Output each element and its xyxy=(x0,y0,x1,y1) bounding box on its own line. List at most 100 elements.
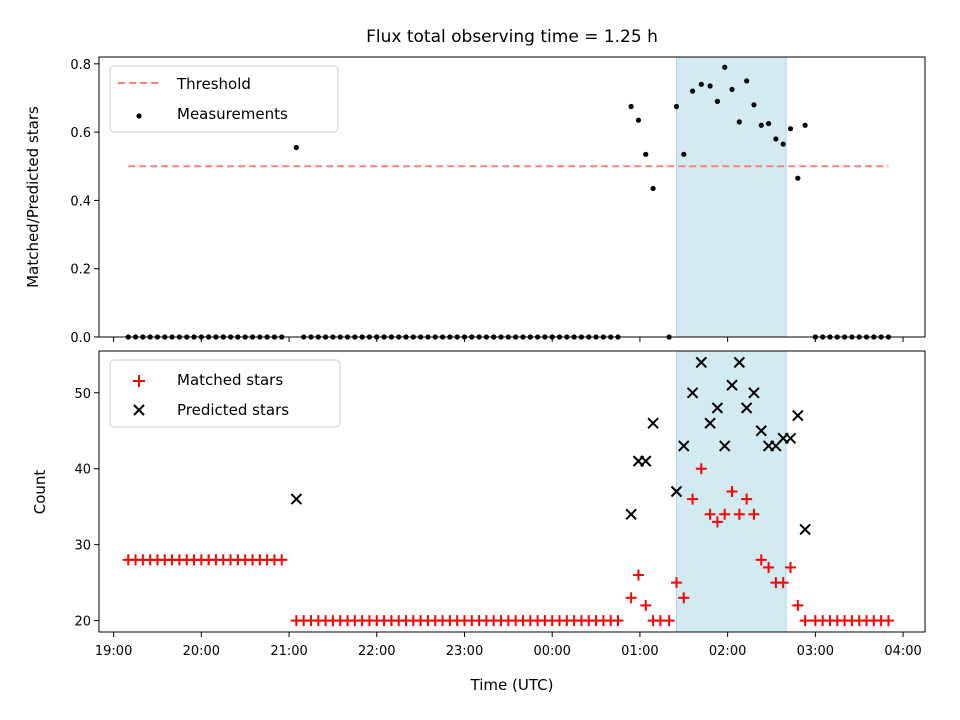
measurement-point xyxy=(765,120,772,127)
matched-star-marker xyxy=(704,508,716,520)
matched-star-marker xyxy=(785,561,797,573)
measurement-point xyxy=(780,141,786,147)
measurement-point xyxy=(673,103,680,110)
predicted-star-marker xyxy=(678,440,690,452)
top-panel: 0.00.20.40.60.8 Matched/Predicted stars … xyxy=(24,56,926,346)
predicted-star-marker xyxy=(784,432,797,445)
chart-title: Flux total observing time = 1.25 h xyxy=(366,27,658,47)
matched-star-marker xyxy=(711,516,723,528)
y-tick-label: 0.0 xyxy=(70,331,91,346)
y-tick-label: 0.8 xyxy=(70,58,91,73)
predicted-star-marker xyxy=(719,440,731,452)
matched-star-marker xyxy=(632,569,644,581)
bottom-x-ticks: 19:00 20:00 21:00 22:00 23:00 00:00 01:00 02:00… xyxy=(95,632,922,659)
top-series-layer xyxy=(125,64,892,340)
y-tick-label: 50 xyxy=(74,387,91,402)
matched-star-marker xyxy=(687,493,699,505)
predicted-star-marker xyxy=(748,387,760,399)
predicted-star-marker xyxy=(755,425,767,437)
top-legend-box xyxy=(109,65,339,133)
matched-star-marker xyxy=(625,592,637,604)
matched-star-marker xyxy=(719,508,731,520)
predicted-star-marker xyxy=(686,387,699,399)
y-tick-label: 0.6 xyxy=(70,126,91,141)
matched-star-marker xyxy=(678,592,690,604)
measurement-point xyxy=(698,81,704,87)
matched-star-marker xyxy=(733,508,745,520)
measurement-point xyxy=(628,103,634,110)
predicted-star-marker xyxy=(711,402,724,414)
predicted-star-marker xyxy=(740,402,753,414)
matched-star-marker xyxy=(663,615,675,627)
matched-star-marker xyxy=(777,577,789,589)
predicted-star-marker xyxy=(290,493,303,505)
measurement-point xyxy=(758,122,764,128)
predicted-star-marker xyxy=(695,356,708,369)
x-tick-label: 19:00 xyxy=(95,644,132,659)
y-tick-label: 0.2 xyxy=(70,263,91,278)
bottom-legend-box xyxy=(109,359,341,428)
matched-star-marker xyxy=(748,508,760,520)
bottom-y-ticks: 20 30 40 50 xyxy=(74,387,99,630)
predicted-star-marker xyxy=(726,379,738,391)
legend-measurements-label: Measurements xyxy=(177,105,288,123)
matched-star-marker xyxy=(741,493,753,505)
legend-predicted-swatch xyxy=(133,404,145,416)
predicted-star-marker xyxy=(792,409,804,422)
measurement-point xyxy=(736,119,742,125)
x-tick-label: 23:00 xyxy=(446,644,483,659)
bottom-y-axis-label: Count xyxy=(31,470,49,515)
predicted-star-marker xyxy=(647,417,659,429)
shaded-observing-window xyxy=(675,56,787,338)
top-y-ticks: 0.0 0.2 0.4 0.6 0.8 xyxy=(70,58,99,346)
measurement-point xyxy=(635,117,642,123)
bottom-axes-frame xyxy=(98,350,926,633)
measurement-point xyxy=(643,151,649,157)
y-tick-label: 40 xyxy=(74,463,91,478)
x-tick-label: 00:00 xyxy=(533,644,570,659)
matched-star-marker xyxy=(799,615,811,627)
matched-star-marker xyxy=(640,599,652,611)
predicted-star-marker xyxy=(640,455,652,467)
matched-star-marker xyxy=(763,561,775,573)
x-tick-label: 20:00 xyxy=(183,644,220,659)
matched-star-marker xyxy=(670,577,682,589)
measurement-point xyxy=(744,78,750,84)
measurement-point xyxy=(802,122,808,128)
legend-measurements-swatch xyxy=(136,113,142,119)
x-tick-label: 04:00 xyxy=(884,644,921,659)
measurement-point xyxy=(773,136,779,142)
measurement-point xyxy=(650,185,656,192)
x-tick-label: 22:00 xyxy=(358,644,395,659)
matched-star-marker xyxy=(695,463,707,475)
matched-star-marker xyxy=(276,554,288,566)
legend-matched-label: Matched stars xyxy=(177,371,283,389)
measurement-point xyxy=(795,175,801,181)
legend-matched-swatch xyxy=(133,375,145,387)
x-tick-label: 21:00 xyxy=(270,644,307,659)
measurement-point xyxy=(689,88,696,94)
x-axis-label: Time (UTC) xyxy=(470,676,554,694)
top-x-ticks xyxy=(113,337,904,342)
x-tick-label: 02:00 xyxy=(709,644,746,659)
x-tick-label: 03:00 xyxy=(797,644,834,659)
measurement-point xyxy=(707,83,713,89)
matched-star-marker xyxy=(612,615,624,627)
measurement-point xyxy=(729,86,735,93)
legend-threshold-label: Threshold xyxy=(176,75,251,93)
top-shaded-span xyxy=(675,56,787,338)
bottom-panel: 20 30 40 50 19:00 20:00 21:00 22:00 23:00 00:00 0… xyxy=(31,350,926,694)
predicted-star-marker xyxy=(625,508,637,520)
top-y-axis-label: Matched/Predicted stars xyxy=(24,106,42,288)
y-tick-label: 20 xyxy=(74,615,91,630)
measurement-point xyxy=(714,98,721,104)
predicted-star-marker xyxy=(799,523,811,536)
matched-star-marker xyxy=(726,486,738,497)
predicted-star-marker xyxy=(670,485,683,498)
y-tick-label: 30 xyxy=(74,539,91,554)
matched-star-marker xyxy=(792,599,804,611)
measurement-point xyxy=(787,126,794,132)
top-legend: Threshold Measurements xyxy=(109,65,339,133)
predicted-star-marker xyxy=(704,417,716,429)
bottom-series-layer xyxy=(122,356,894,627)
